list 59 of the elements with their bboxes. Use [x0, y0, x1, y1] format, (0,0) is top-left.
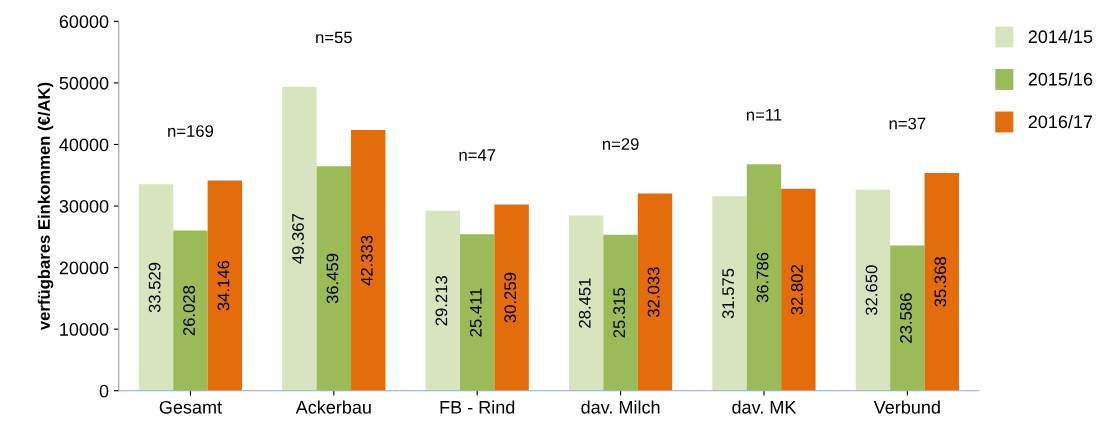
data-label: 25.315 [613, 287, 626, 338]
data-label: 30.259 [504, 272, 517, 323]
data-label: 29.213 [435, 276, 448, 326]
annotation: n=37 [889, 117, 926, 130]
data-label: 34.146 [217, 260, 230, 311]
data-label: 26.028 [183, 285, 195, 336]
bar [316, 166, 352, 391]
bar [603, 234, 638, 391]
x-tick-label: FB - Rind [440, 400, 515, 414]
x-tick-label: Ackerbau [295, 400, 371, 414]
annotation: n=11 [746, 109, 782, 121]
data-label: 31.575 [722, 268, 735, 319]
data-label: 25.411 [469, 288, 482, 337]
bar [351, 130, 386, 391]
data-label: 32.650 [865, 265, 878, 316]
bar [924, 172, 959, 391]
x-tick-label: dav. Milch [581, 400, 660, 414]
data-label: 36.786 [756, 252, 769, 303]
data-label: 32.802 [791, 265, 803, 315]
y-tick-label: 0 [99, 384, 109, 398]
bar [460, 234, 495, 391]
data-label: 33.529 [148, 262, 161, 313]
bar [855, 189, 891, 391]
y-tick-label: 60000 [59, 15, 109, 29]
y-tick-label: 50000 [59, 76, 109, 90]
bar [207, 180, 243, 391]
bar [781, 188, 816, 391]
bar [425, 210, 460, 391]
bar [282, 86, 317, 391]
data-label: 35.368 [934, 257, 947, 307]
y-tick-label: 10000 [60, 323, 109, 336]
legend-label: 2014/15 [1028, 29, 1093, 44]
x-tick-label: dav. MK [732, 400, 797, 414]
bar [138, 184, 174, 391]
y-axis-title: verfügbares Einkommen (€/AK) [37, 82, 54, 331]
annotation: n=29 [602, 138, 639, 150]
annotation: n=169 [168, 125, 214, 137]
bar [890, 245, 925, 391]
x-tick-label: Verbund [873, 400, 940, 414]
annotation: n=55 [316, 31, 352, 44]
bar [494, 204, 529, 391]
bar [637, 193, 673, 391]
legend-label: 2016/17 [1028, 114, 1093, 129]
bar [712, 196, 747, 391]
data-label: 36.459 [326, 253, 339, 304]
bar [173, 230, 208, 391]
bar [746, 164, 782, 391]
legend-label: 2015/16 [1028, 72, 1093, 86]
annotation: n=47 [459, 149, 496, 161]
y-tick-label: 30000 [59, 199, 109, 213]
y-tick-label: 40000 [59, 138, 109, 152]
y-tick-label: 20000 [59, 261, 109, 275]
data-label: 28.451 [578, 278, 591, 328]
data-label: 42.333 [360, 235, 373, 286]
data-label: 49.367 [292, 214, 304, 264]
x-tick-label: Gesamt [159, 400, 222, 414]
data-label: 32.033 [647, 267, 660, 317]
bar [568, 215, 604, 391]
data-label: 23.586 [900, 293, 912, 343]
